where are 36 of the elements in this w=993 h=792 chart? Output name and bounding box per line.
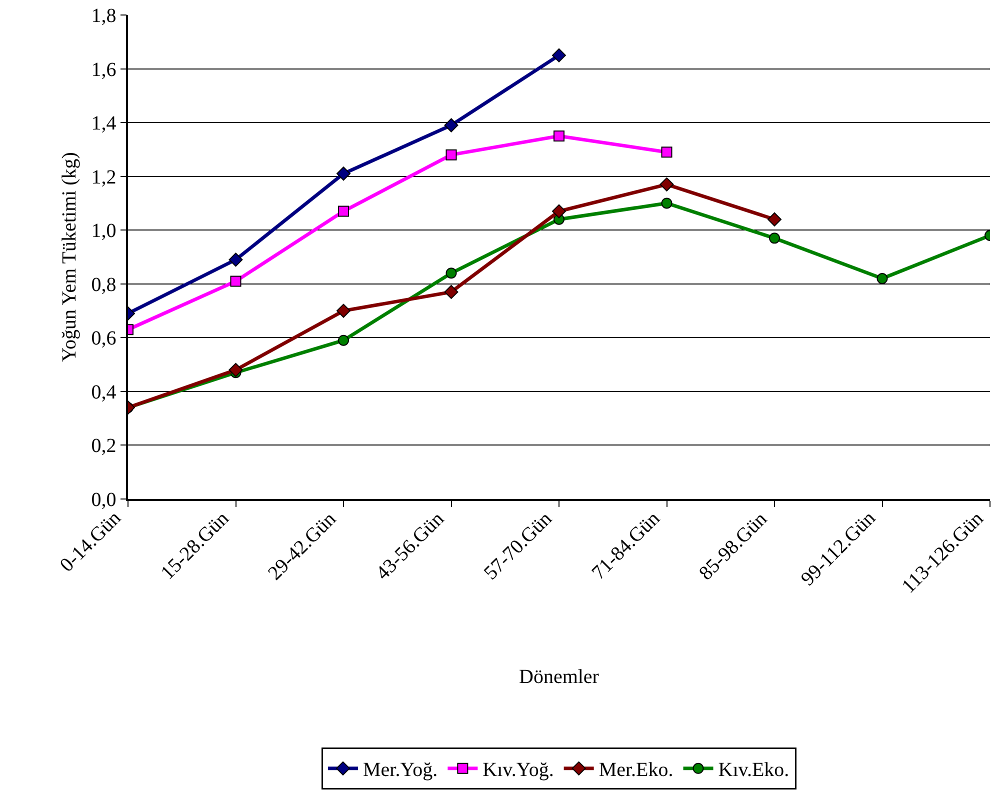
point xyxy=(552,48,566,62)
legend-label: Mer.Eko. xyxy=(598,759,674,782)
y-tick-label: 0,8 xyxy=(91,274,116,296)
y-tick-label: 1,8 xyxy=(91,5,116,27)
point xyxy=(661,198,672,209)
point xyxy=(552,204,566,218)
point xyxy=(336,304,350,318)
point xyxy=(661,146,672,158)
point xyxy=(446,149,457,160)
point xyxy=(446,268,457,279)
point xyxy=(769,232,780,244)
point xyxy=(228,252,243,267)
legend-label: Kıv.Yoğ. xyxy=(482,759,554,782)
point xyxy=(444,118,458,132)
point xyxy=(338,334,349,346)
x-axis-title: Dönemler xyxy=(519,666,600,688)
y-tick-label: 1,2 xyxy=(91,166,116,188)
point xyxy=(768,212,782,226)
point xyxy=(338,206,349,217)
point xyxy=(444,284,458,299)
point xyxy=(230,276,242,287)
y-axis-title: Yoğun Yem Tüketimi (kg) xyxy=(58,152,80,362)
y-tick-label: 1,4 xyxy=(91,112,116,135)
legend-label: Mer.Yoğ. xyxy=(363,759,438,782)
y-tick-label: 0,4 xyxy=(91,381,116,404)
y-tick-label: 1,6 xyxy=(91,58,116,81)
point xyxy=(228,362,243,377)
legend-label: Kıv.Eko. xyxy=(718,759,790,782)
point xyxy=(554,130,564,142)
point xyxy=(876,273,888,284)
y-tick-label: 0,6 xyxy=(91,328,116,350)
y-tick-label: 0,0 xyxy=(91,489,116,511)
point xyxy=(336,166,350,181)
point xyxy=(660,177,674,192)
y-tick-label: 1,0 xyxy=(91,220,116,242)
y-tick-label: 0,2 xyxy=(91,435,116,458)
